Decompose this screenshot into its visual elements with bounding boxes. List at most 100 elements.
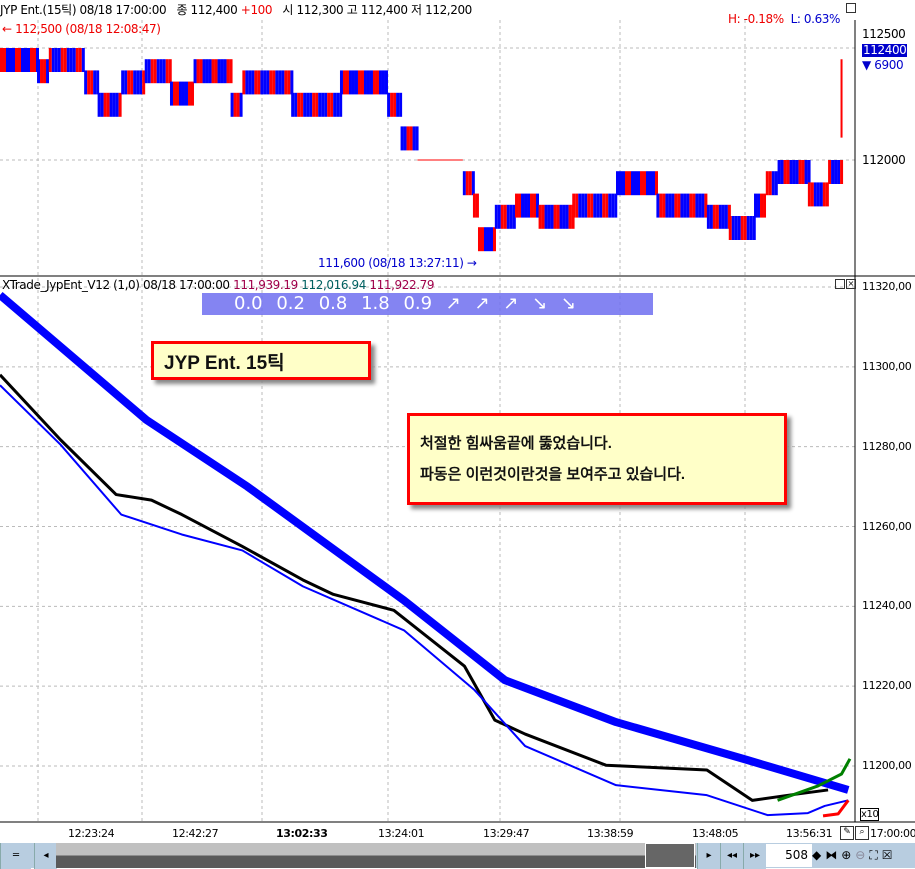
price-bar	[709, 204, 713, 229]
note-title: JYP Ent. 15틱	[151, 341, 371, 380]
axis-label: 11320,00	[862, 280, 912, 293]
current-price-tag: 112400	[862, 43, 908, 57]
price-bar	[500, 204, 504, 229]
price-bar	[260, 70, 264, 95]
price-bar	[248, 70, 252, 95]
zoom-fit-icon[interactable]: ◆	[812, 848, 826, 862]
close-chart-icon[interactable]: ☒	[881, 848, 897, 862]
price-bar	[54, 48, 58, 72]
price-bar	[789, 160, 793, 184]
price-bar	[57, 48, 61, 72]
price-bar	[48, 48, 52, 72]
price-bar	[46, 59, 50, 84]
price-bar	[671, 193, 675, 218]
price-bar	[698, 193, 702, 218]
price-bar	[208, 59, 212, 84]
price-bar	[578, 193, 582, 218]
price-bar	[602, 193, 606, 218]
price-bar	[527, 193, 531, 218]
price-bar	[637, 171, 641, 196]
forward-button[interactable]: ▸▸	[743, 843, 766, 869]
price-bar	[616, 171, 620, 196]
price-bar	[109, 92, 113, 117]
price-bar	[363, 70, 367, 95]
price-bar	[718, 204, 722, 229]
split-icon[interactable]: ⧓	[825, 848, 842, 862]
price-bar	[324, 92, 328, 117]
price-bar	[360, 70, 364, 95]
price-bar	[297, 92, 301, 117]
price-bar	[472, 193, 476, 218]
price-bar	[415, 126, 419, 151]
scrollbar-overview[interactable]	[56, 843, 696, 868]
minimize-icon[interactable]	[835, 279, 845, 289]
maximize-icon[interactable]	[846, 3, 856, 13]
price-bar	[40, 59, 44, 84]
scroll-right-button[interactable]: ▸	[697, 843, 720, 869]
price-bar	[27, 48, 30, 72]
price-bar	[136, 70, 140, 95]
price-bar	[124, 70, 128, 95]
price-bar	[477, 227, 481, 252]
price-bar	[704, 193, 708, 218]
menu-handle[interactable]: ═	[0, 843, 31, 869]
price-bar	[226, 59, 230, 84]
time-label: 13:48:05	[692, 827, 739, 840]
zoom-in-icon[interactable]: ⊕	[841, 848, 856, 862]
price-bar	[184, 81, 188, 106]
price-bar	[133, 70, 137, 95]
price-bar	[315, 92, 319, 117]
rewind-button[interactable]: ◂◂	[720, 843, 743, 869]
banner-value: 1.8	[361, 293, 404, 314]
bar-count-input[interactable]: 508	[766, 844, 812, 867]
price-bar	[103, 92, 107, 117]
price-bar	[230, 92, 234, 117]
price-bar	[115, 92, 119, 117]
price-bar	[746, 216, 750, 240]
price-bar	[318, 92, 322, 117]
price-bar	[118, 92, 122, 117]
close-icon[interactable]: ×	[846, 279, 856, 289]
price-bar	[768, 171, 772, 196]
price-bar	[754, 193, 758, 218]
price-bar	[175, 81, 179, 106]
price-bar	[333, 92, 337, 117]
scroll-thumb[interactable]	[645, 843, 695, 868]
zoom-out-icon[interactable]: ⊖	[855, 848, 870, 862]
price-bar	[336, 92, 340, 117]
banner-value: ↗	[474, 293, 504, 314]
fullscreen-icon[interactable]: ⛶	[869, 848, 882, 862]
price-bar	[220, 59, 224, 84]
price-bar	[178, 81, 182, 106]
time-label: 17:00:00	[870, 827, 915, 840]
search-tool-icon[interactable]: ⌕	[855, 826, 869, 840]
price-bar	[486, 227, 490, 252]
price-bar	[390, 92, 394, 117]
price-bar	[342, 70, 346, 95]
price-bar	[825, 182, 829, 207]
price-bar	[127, 70, 131, 95]
price-bar	[740, 216, 744, 240]
price-bar	[269, 70, 273, 95]
price-bar	[357, 70, 361, 95]
price-bar	[536, 193, 540, 218]
price-bar	[492, 227, 496, 252]
price-bar	[330, 92, 334, 117]
price-bar	[706, 204, 710, 229]
indicator-value-3: 111,922.79	[369, 278, 435, 292]
price-bar	[701, 193, 705, 218]
scroll-left-button[interactable]: ◂	[34, 843, 57, 869]
price-bar	[223, 59, 227, 84]
price-bar	[190, 81, 194, 106]
price-bar	[24, 48, 27, 72]
price-bar	[599, 193, 603, 218]
price-bar	[97, 92, 101, 117]
draw-tool-icon[interactable]: ✎	[840, 826, 854, 840]
price-bar	[813, 182, 817, 207]
price-bar	[239, 92, 243, 117]
price-bar	[584, 193, 588, 218]
banner-value: 0.2	[276, 293, 319, 314]
price-bar	[689, 193, 693, 218]
price-bar	[181, 81, 185, 106]
price-bar	[614, 193, 618, 218]
